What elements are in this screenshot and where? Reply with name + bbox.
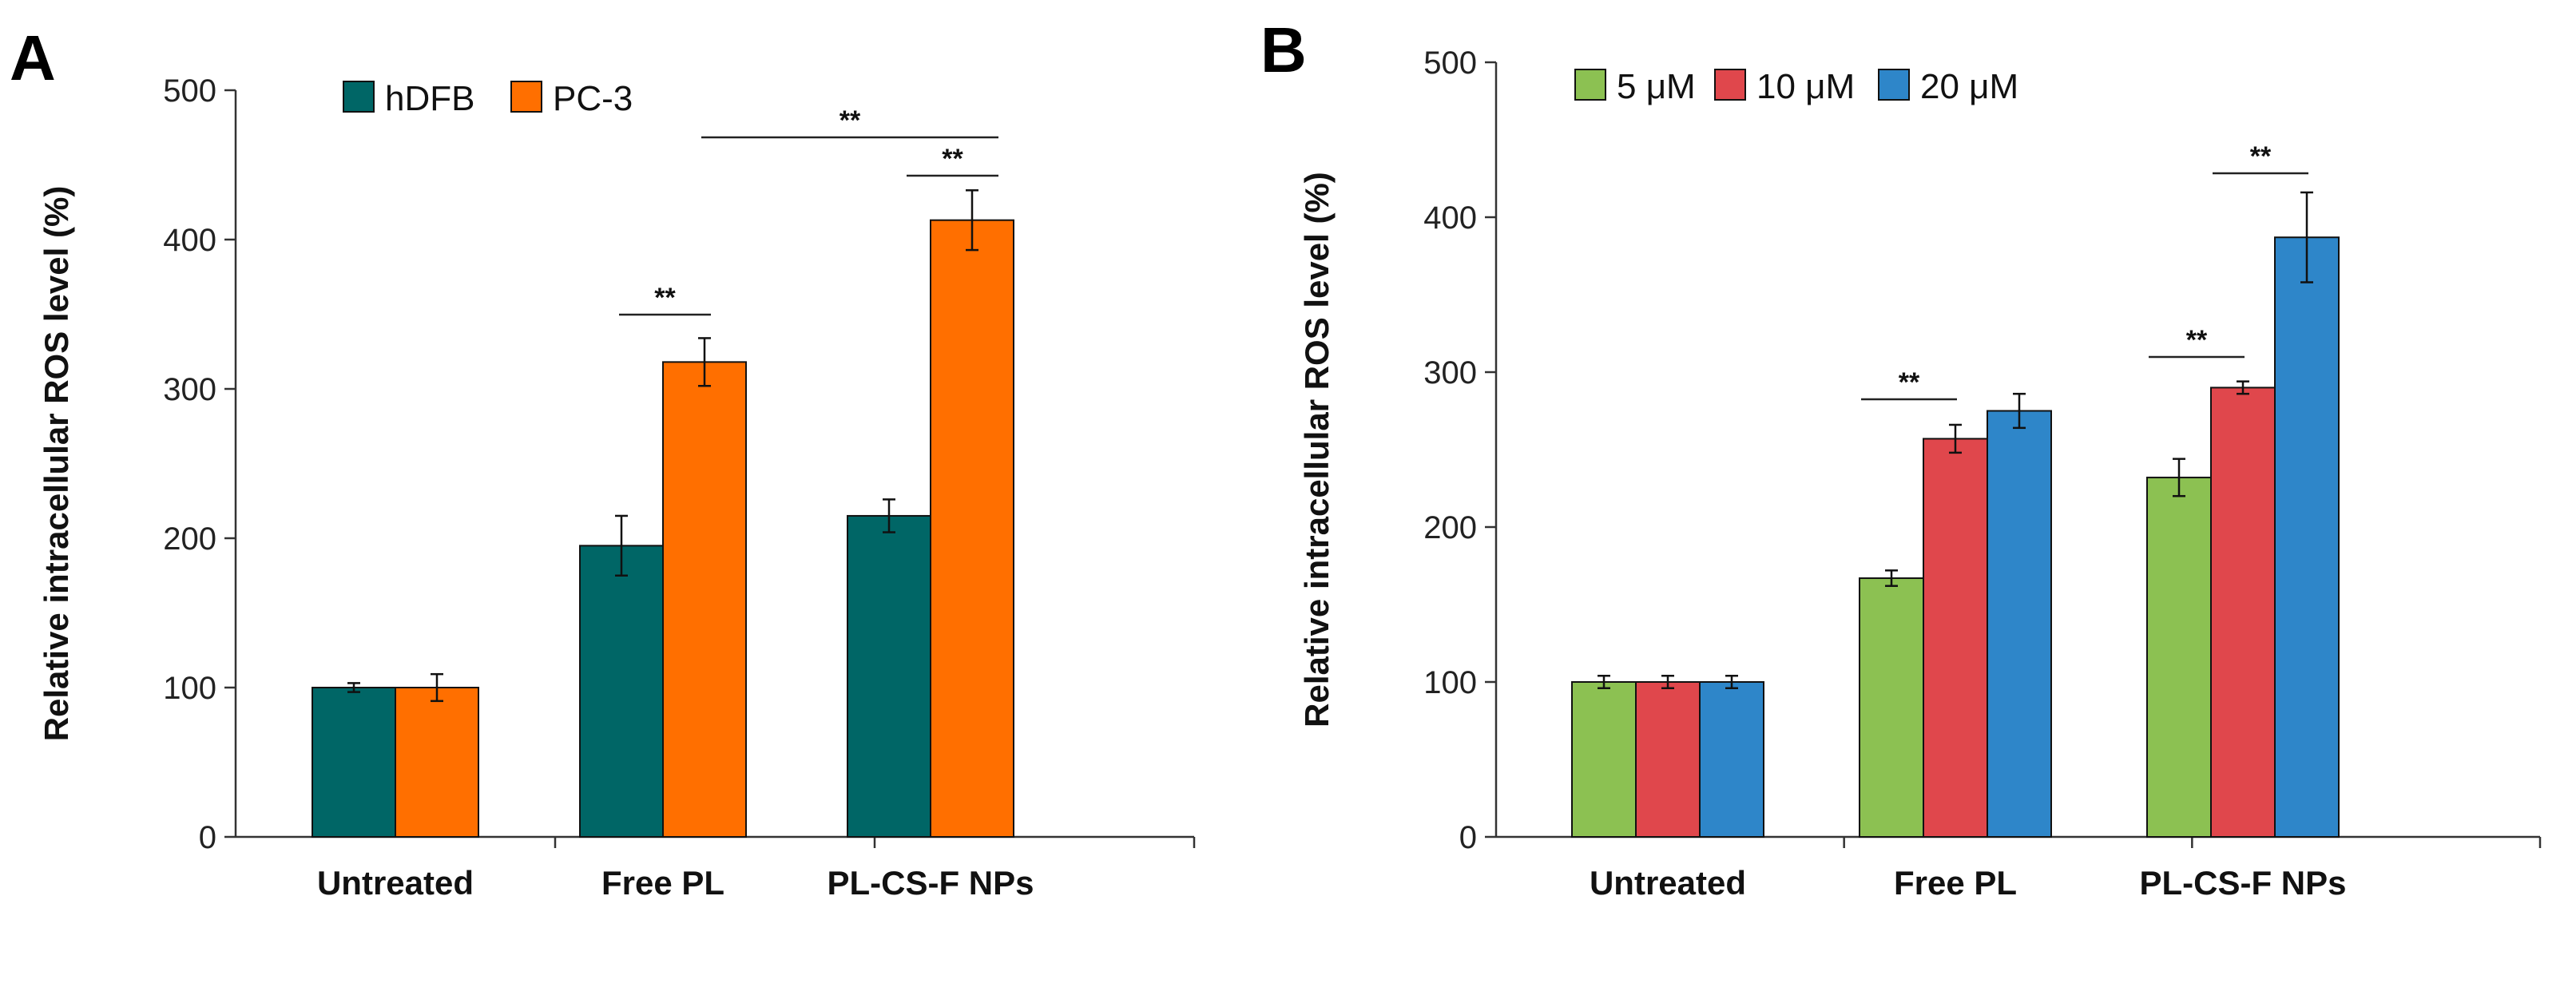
y-axis-title: Relative intracellular ROS level (%)	[1298, 172, 1336, 727]
significance-label: **	[942, 144, 963, 174]
legend-swatch	[510, 81, 542, 113]
legend-swatch	[1878, 69, 1910, 101]
y-tick-label: 300	[163, 372, 216, 407]
y-tick-label: 500	[163, 73, 216, 109]
bar-pc-3	[930, 219, 1014, 838]
y-tick-label: 200	[163, 521, 216, 557]
legend-label: PC-3	[553, 79, 633, 118]
y-tick-label: 400	[1423, 200, 1477, 236]
x-category-label: Untreated	[317, 864, 474, 902]
bar-5μm	[1859, 577, 1924, 838]
bar-5μm	[1571, 681, 1637, 838]
bar-20μm	[2274, 236, 2340, 838]
bar-10μm	[2210, 387, 2276, 838]
significance-label: **	[839, 105, 861, 136]
y-tick-label: 200	[1423, 510, 1477, 545]
legend-swatch	[343, 81, 375, 113]
y-tick-label: 400	[163, 223, 216, 258]
bar-20μm	[1987, 410, 2052, 838]
bar-hdfb	[312, 687, 396, 838]
legend-label: 5 μM	[1617, 67, 1696, 106]
bar-5μm	[2146, 476, 2212, 838]
panel-a-chart: A 0 100 200 300 400 500 Untreated Free PL PL-CS-F…	[10, 22, 1196, 902]
panel-label-a: A	[10, 22, 56, 93]
x-category-label: Untreated	[1590, 864, 1746, 902]
x-category-label: Free PL	[601, 864, 724, 902]
y-tick-label: 300	[1423, 355, 1477, 390]
bar-pc-3	[395, 687, 479, 838]
significance-label: **	[2186, 325, 2208, 355]
bar-pc-3	[662, 361, 747, 838]
y-tick-label: 0	[1459, 820, 1477, 855]
legend-swatch	[1714, 69, 1746, 101]
legend-label: 20 μM	[1920, 67, 2018, 106]
x-category-label: PL-CS-F NPs	[827, 864, 1034, 902]
x-category-label: Free PL	[1894, 864, 2017, 902]
bar-20μm	[1699, 681, 1764, 838]
legend-label: 10 μM	[1756, 67, 1855, 106]
bar-10μm	[1923, 438, 1988, 838]
significance-label: **	[1899, 367, 1920, 398]
panel-label-b: B	[1260, 14, 1307, 85]
y-tick-label: 100	[1423, 665, 1477, 700]
x-category-label: PL-CS-F NPs	[2139, 864, 2346, 902]
bar-hdfb	[579, 545, 664, 838]
legend-swatch	[1574, 69, 1606, 101]
significance-label: **	[654, 283, 676, 313]
y-tick-label: 500	[1423, 46, 1477, 81]
bar-hdfb	[847, 514, 931, 838]
significance-label: **	[2250, 141, 2272, 172]
panel-b-chart: B 0 100 200 300 400 500 Untreated Free PL PL-CS-F…	[1260, 14, 2542, 902]
y-tick-label: 100	[163, 671, 216, 706]
legend-label: hDFB	[385, 79, 474, 118]
y-axis-title: Relative intracellular ROS level (%)	[38, 186, 75, 742]
y-tick-label: 0	[199, 820, 216, 855]
bar-10μm	[1635, 681, 1701, 838]
